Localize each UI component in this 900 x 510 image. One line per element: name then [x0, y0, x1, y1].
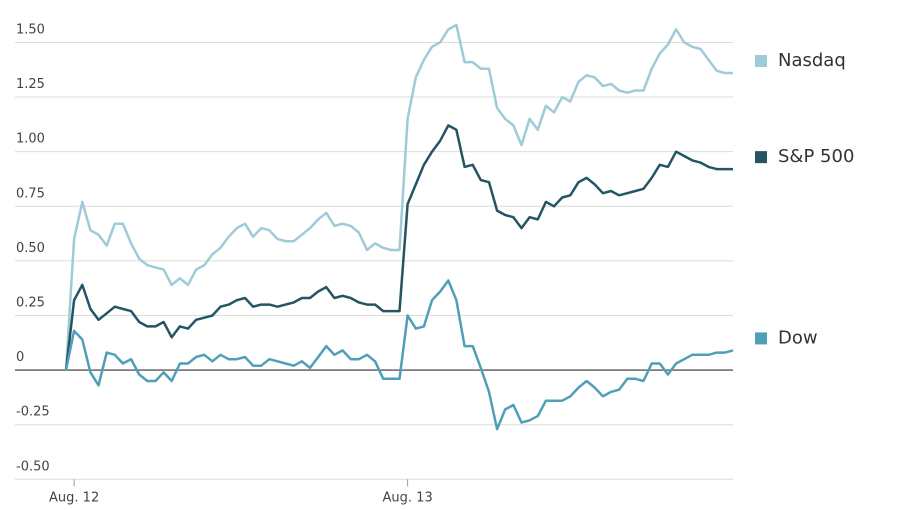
- legend-label: Dow: [778, 327, 818, 348]
- y-tick-label: 1.50: [16, 22, 45, 37]
- x-tick-label: Aug. 13: [383, 490, 433, 505]
- y-tick-label: 0.75: [16, 186, 45, 201]
- series-line: [64, 23, 733, 371]
- y-tick-label: 1.00: [16, 132, 45, 147]
- series-line: [64, 279, 734, 431]
- legend-label: S&P 500: [778, 146, 854, 167]
- y-tick-label: 0.25: [16, 295, 45, 310]
- legend-label: Nasdaq: [778, 50, 846, 71]
- y-tick-label: 0: [16, 350, 24, 365]
- legend-swatch: [755, 55, 767, 68]
- series-line: [64, 124, 733, 371]
- y-tick-label: -0.25: [16, 405, 50, 420]
- y-tick-label: 1.25: [16, 77, 45, 92]
- y-tick-label: -0.50: [16, 459, 50, 474]
- legend-swatch: [755, 332, 767, 345]
- x-tick-label: Aug. 12: [49, 490, 99, 505]
- y-tick-label: 0.50: [16, 241, 45, 256]
- legend-swatch: [755, 151, 767, 164]
